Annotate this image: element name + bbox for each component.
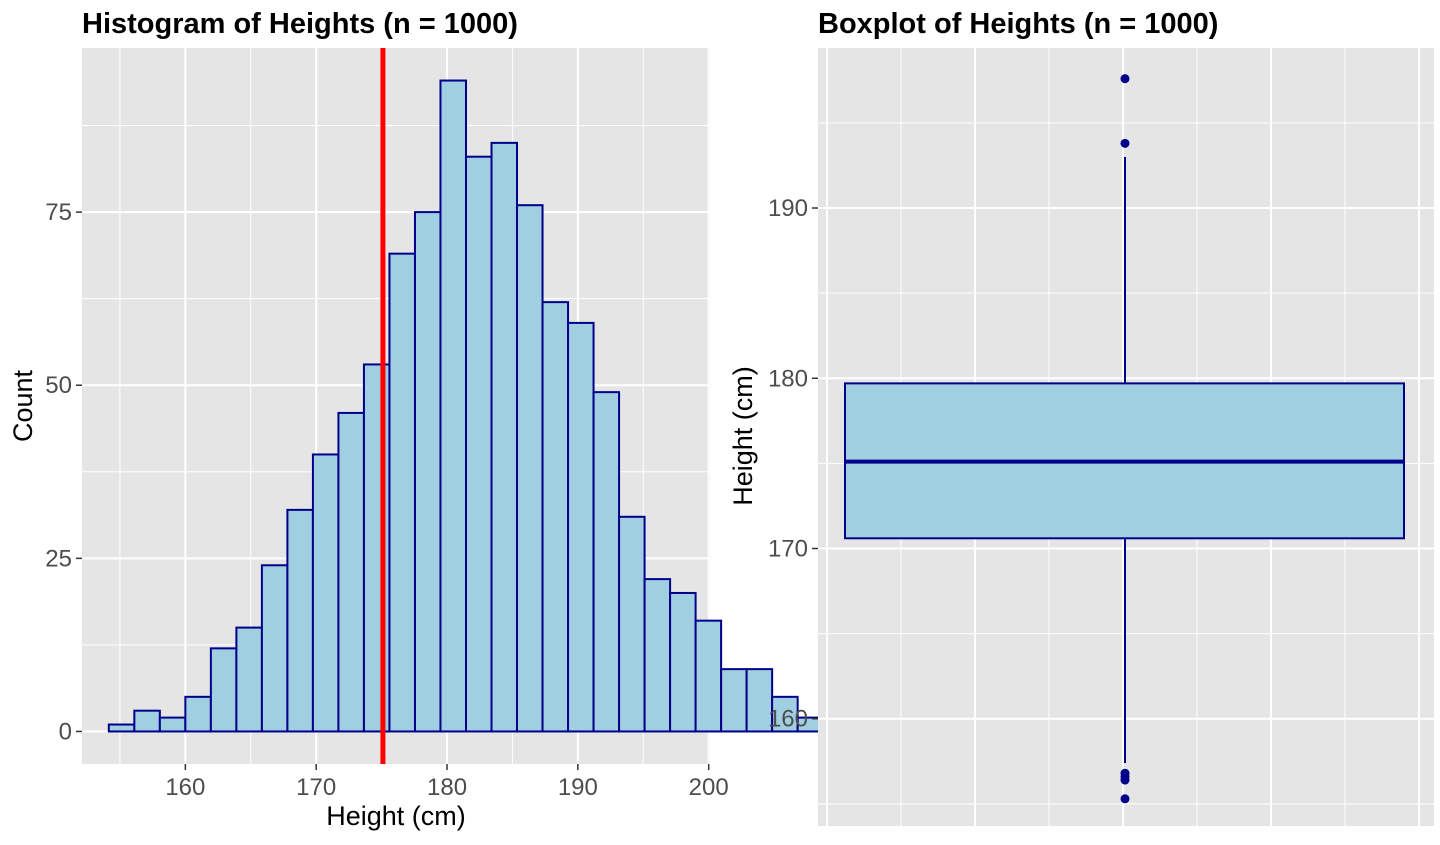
histogram-bar <box>311 453 340 733</box>
histogram-bar <box>209 647 238 733</box>
y-tick-label: 180 <box>768 365 808 392</box>
histogram-bar <box>669 591 697 733</box>
outlier-point <box>1120 794 1130 804</box>
y-tick-label: 25 <box>45 545 72 572</box>
histogram-bar <box>745 668 774 733</box>
outlier-point <box>1120 775 1130 785</box>
histogram-bar <box>439 79 467 733</box>
histogram-bar <box>541 301 570 733</box>
histogram-bar <box>388 252 416 733</box>
histogram-bar <box>337 411 365 733</box>
histogram-bar <box>592 391 621 733</box>
histogram-y-axis-title: Count <box>8 369 38 442</box>
boxplot-title: Boxplot of Heights (n = 1000) <box>818 8 1218 40</box>
boxplot-y-tick-labels: 160 170 180 190 <box>768 195 818 733</box>
histogram-bar <box>464 155 493 733</box>
y-tick-label: 160 <box>768 706 808 733</box>
x-tick-label: 160 <box>165 774 205 801</box>
y-tick-label: 170 <box>768 536 808 563</box>
histogram-bar <box>362 363 391 733</box>
histogram-bar <box>158 716 187 733</box>
histogram-bar <box>771 695 799 733</box>
outlier-point <box>1120 74 1130 84</box>
y-tick-label: 190 <box>768 195 808 222</box>
x-tick-label: 190 <box>558 774 598 801</box>
boxplot-y-axis-title: Height (cm) <box>728 366 758 506</box>
outlier-point <box>1120 138 1130 148</box>
histogram-bar <box>133 709 161 733</box>
histogram-bar <box>720 668 748 733</box>
histogram-bar <box>235 626 263 733</box>
histogram-bar <box>618 515 646 733</box>
histogram-bar <box>567 321 595 733</box>
y-tick-label: 0 <box>59 718 72 745</box>
histogram-x-tick-labels: 160 170 180 190 200 <box>165 764 729 801</box>
histogram-chart: Histogram of Heights (n = 1000) 160 170 18… <box>8 8 876 831</box>
x-tick-label: 180 <box>427 774 467 801</box>
histogram-bar <box>260 564 289 733</box>
histogram-bar <box>490 141 519 733</box>
x-tick-label: 170 <box>296 774 336 801</box>
boxplot-chart: Boxplot of Heights (n = 1000) 1601701801… <box>728 8 1434 826</box>
histogram-x-axis-title: Height (cm) <box>326 801 466 831</box>
y-tick-label: 75 <box>45 199 72 226</box>
histogram-bar <box>184 695 212 733</box>
histogram-bar <box>413 211 442 733</box>
y-tick-label: 50 <box>45 372 72 399</box>
histogram-bar <box>694 619 723 733</box>
x-tick-label: 200 <box>689 774 729 801</box>
histogram-y-tick-labels: 0 25 50 75 <box>45 199 82 745</box>
histogram-bar <box>516 204 544 733</box>
boxplot-box <box>844 74 1405 804</box>
histogram-bar <box>107 723 136 733</box>
histogram-bar <box>643 578 672 733</box>
histogram-bar <box>286 508 314 733</box>
histogram-title: Histogram of Heights (n = 1000) <box>82 8 518 40</box>
